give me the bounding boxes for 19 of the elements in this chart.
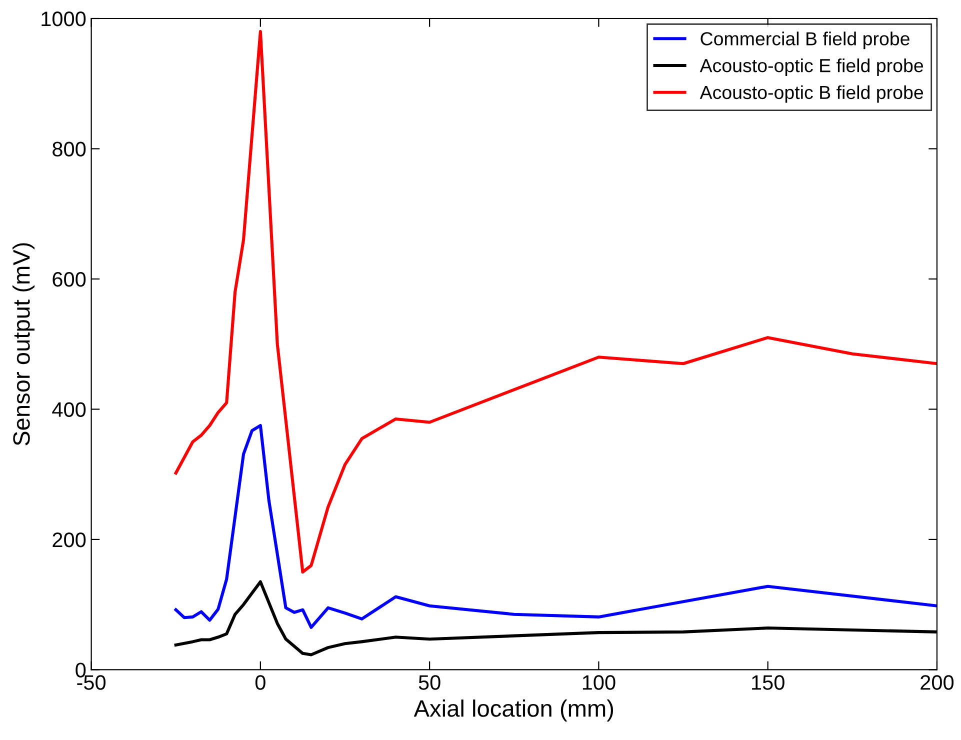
legend-label: Acousto-optic B field probe	[700, 85, 924, 103]
x-tick-label: -50	[77, 675, 106, 690]
line-series	[174, 424, 937, 629]
legend-label: Acousto-optic E field probe	[700, 58, 924, 76]
legend-label: Commercial B field probe	[700, 32, 910, 50]
x-tick-label: 50	[418, 675, 440, 690]
line-series	[174, 30, 937, 574]
y-tick-label: 0	[76, 662, 86, 678]
x-tick-label: 100	[582, 675, 616, 690]
x-tick-label: 0	[255, 675, 266, 690]
y-tick-label: 800	[52, 142, 86, 156]
y-tick-label: 600	[52, 272, 86, 287]
y-tick-label: 1000	[42, 12, 86, 26]
y-tick-label: 400	[52, 402, 86, 417]
x-tick-label: 200	[920, 675, 954, 690]
y-tick-label: 200	[52, 532, 86, 548]
y-axis-title: Sensor output (mV)	[12, 243, 35, 446]
x-axis-title: Axial location (mm)	[414, 700, 614, 722]
x-tick-label: 150	[752, 675, 784, 690]
